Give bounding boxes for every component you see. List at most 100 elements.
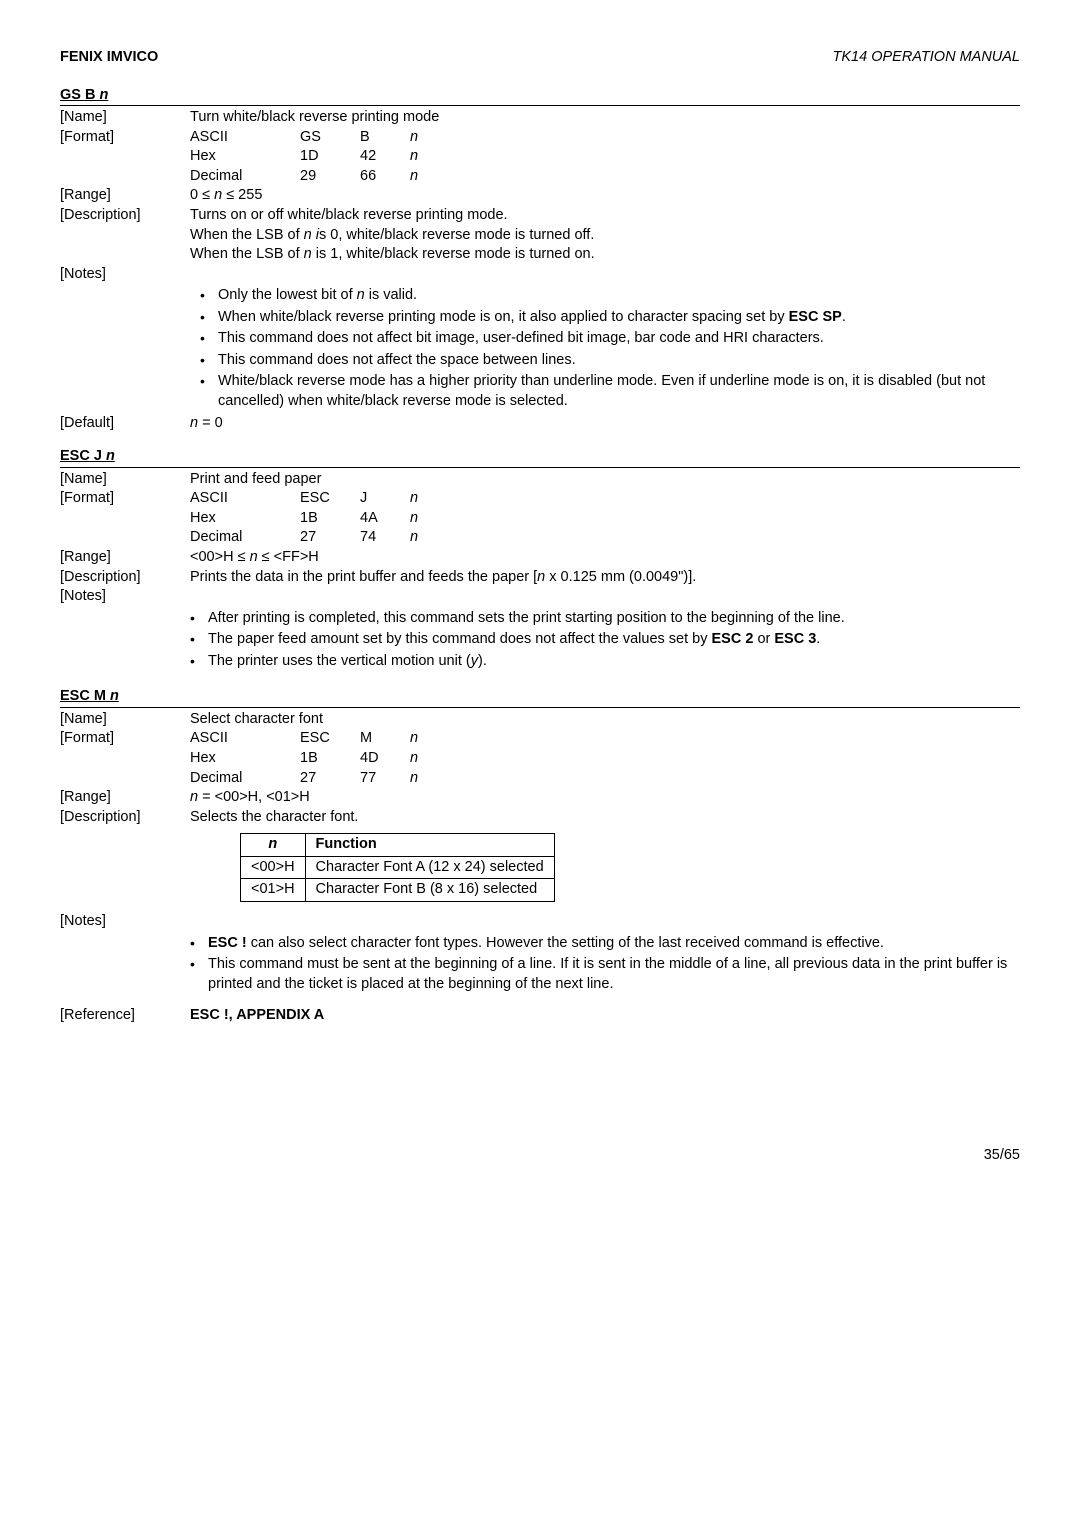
label-description: [Description]: [60, 808, 190, 828]
table-cell: Character Font B (8 x 16) selected: [305, 879, 554, 902]
title-rule: [60, 707, 1020, 708]
notes-bullets: ESC ! can also select character font typ…: [190, 934, 1020, 995]
txt: n: [304, 246, 312, 262]
txt: n: [250, 549, 258, 565]
range-row: [Range] 0 ≤ n ≤ 255: [60, 186, 1020, 206]
fmt-cell: Decimal: [190, 769, 300, 789]
label-notes: [Notes]: [60, 587, 190, 607]
fmt-cell: 1D: [300, 147, 360, 167]
cmd-title: ESC J n: [60, 447, 1020, 467]
notes-bullets: Only the lowest bit of n is valid. When …: [190, 286, 1020, 411]
fmt-cell: 27: [300, 769, 360, 789]
label-notes: [Notes]: [60, 265, 190, 285]
fmt-cell: J: [360, 489, 410, 509]
desc-value: Selects the character font.: [190, 808, 1020, 828]
cmd-title-prefix: ESC J: [60, 448, 106, 464]
fmt-cell: 27: [300, 528, 360, 548]
func-table-wrap: n Function <00>H Character Font A (12 x …: [190, 833, 1020, 902]
txt: can also select character font types. Ho…: [247, 935, 884, 951]
txt: ESC SP: [789, 309, 842, 325]
label-description: [Description]: [60, 568, 190, 588]
cmd-title-prefix: ESC M: [60, 688, 110, 704]
label-name: [Name]: [60, 470, 190, 490]
range-text: 0 ≤: [190, 187, 214, 203]
range-value: n = <00>H, <01>H: [190, 788, 1020, 808]
cmd-title-var: n: [106, 448, 115, 464]
txt: = <00>H, <01>H: [198, 789, 310, 805]
fmt-cell: 1B: [300, 509, 360, 529]
txt: is 1, white/black reverse mode is turned…: [312, 246, 595, 262]
cmd-esc-m: ESC M n [Name]Select character font [For…: [60, 687, 1020, 1025]
page-header: FENIX IMVICO TK14 OPERATION MANUAL: [60, 48, 1020, 68]
list-item: This command does not affect the space b…: [218, 351, 1020, 371]
reference-value: ESC !, APPENDIX A: [190, 1006, 1020, 1026]
desc-line: When the LSB of n is 1, white/black reve…: [190, 245, 1020, 265]
cmd-title: GS B n: [60, 86, 1020, 106]
fmt-cell: GS: [300, 128, 360, 148]
fmt-cell: n: [410, 128, 450, 148]
format-block: ASCIIESCJn Hex1B4An Decimal2774n: [190, 489, 1020, 548]
fmt-cell: n: [410, 167, 450, 187]
fmt-cell: Decimal: [190, 167, 300, 187]
txt: .: [842, 309, 846, 325]
label-reference: [Reference]: [60, 1006, 190, 1026]
function-table: n Function <00>H Character Font A (12 x …: [240, 833, 555, 902]
txt: ≤ <FF>H: [258, 549, 319, 565]
fmt-cell: Hex: [190, 147, 300, 167]
page-number: 35/65: [60, 1146, 1020, 1166]
title-rule: [60, 467, 1020, 468]
cmd-title-var: n: [99, 87, 108, 103]
txt: ESC !: [208, 935, 247, 951]
txt: = 0: [198, 415, 223, 431]
cmd-esc-j: ESC J n [Name]Print and feed paper [Form…: [60, 447, 1020, 671]
fmt-cell: M: [360, 729, 410, 749]
label-range: [Range]: [60, 548, 190, 568]
fmt-cell: 77: [360, 769, 410, 789]
txt: or: [753, 631, 774, 647]
txt: .: [816, 631, 820, 647]
cmd-gs-b: GS B n [Name] Turn white/black reverse p…: [60, 86, 1020, 434]
desc-block: Turns on or off white/black reverse prin…: [190, 206, 1020, 265]
list-item: After printing is completed, this comman…: [208, 609, 1020, 629]
header-left: FENIX IMVICO: [60, 48, 158, 68]
fmt-cell: Hex: [190, 509, 300, 529]
fmt-cell: ASCII: [190, 729, 300, 749]
table-header: Function: [305, 834, 554, 857]
list-item: When white/black reverse printing mode i…: [218, 308, 1020, 328]
format-row: [Format] ASCIIGSBn Hex1D42n Decimal2966n: [60, 128, 1020, 187]
notes-row: [Notes]: [60, 265, 1020, 285]
fmt-cell: B: [360, 128, 410, 148]
fmt-cell: ASCII: [190, 128, 300, 148]
txt: Prints the data in the print buffer and …: [190, 569, 537, 585]
txt: When the LSB of: [190, 227, 304, 243]
title-rule: [60, 105, 1020, 106]
txt: The printer uses the vertical motion uni…: [208, 653, 471, 669]
fmt-cell: n: [410, 147, 450, 167]
label-format: [Format]: [60, 128, 190, 187]
txt: <00>H ≤: [190, 549, 250, 565]
cmd-title-prefix: GS B: [60, 87, 99, 103]
label-description: [Description]: [60, 206, 190, 265]
txt: When the LSB of: [190, 246, 304, 262]
label-name: [Name]: [60, 108, 190, 128]
fmt-cell: n: [410, 749, 450, 769]
label-name: [Name]: [60, 710, 190, 730]
txt: ESC 2: [712, 631, 754, 647]
txt: When white/black reverse printing mode i…: [218, 309, 789, 325]
table-cell: <00>H: [241, 856, 306, 879]
name-value: Select character font: [190, 710, 1020, 730]
fmt-cell: n: [410, 489, 450, 509]
fmt-cell: 4A: [360, 509, 410, 529]
fmt-cell: n: [410, 769, 450, 789]
format-block: ASCIIESCMn Hex1B4Dn Decimal2777n: [190, 729, 1020, 788]
range-value: <00>H ≤ n ≤ <FF>H: [190, 548, 1020, 568]
fmt-cell: 1B: [300, 749, 360, 769]
list-item: Only the lowest bit of n is valid.: [218, 286, 1020, 306]
txt: x 0.125 mm (0.0049")].: [545, 569, 696, 585]
desc-line: Turns on or off white/black reverse prin…: [190, 206, 1020, 226]
label-format: [Format]: [60, 729, 190, 788]
cmd-title-var: n: [110, 688, 119, 704]
list-item: This command must be sent at the beginni…: [208, 955, 1020, 994]
fmt-cell: 74: [360, 528, 410, 548]
list-item: The printer uses the vertical motion uni…: [208, 652, 1020, 672]
